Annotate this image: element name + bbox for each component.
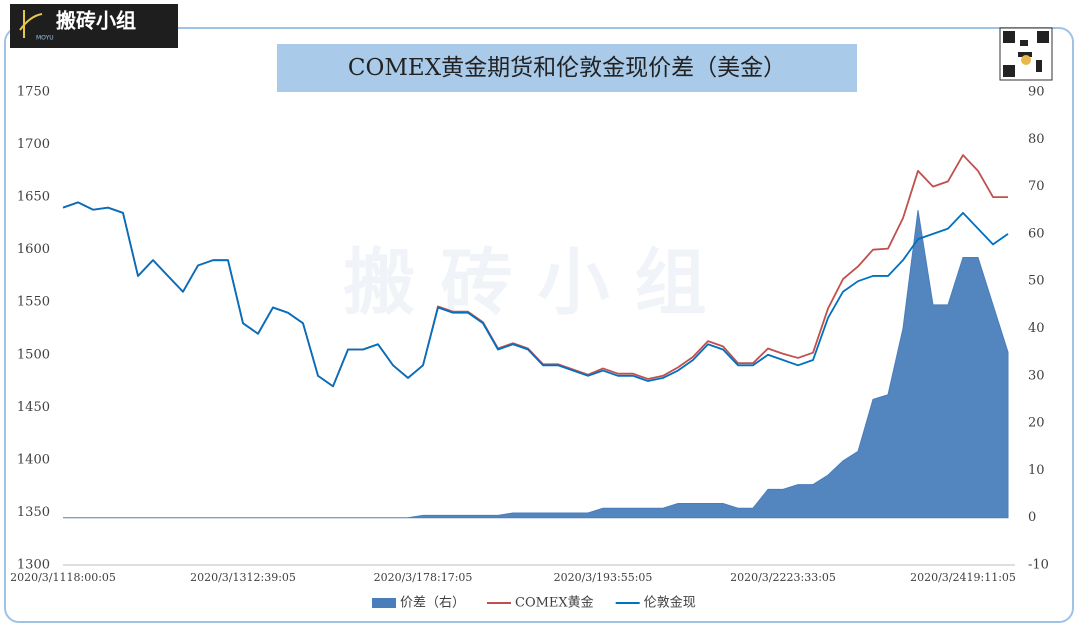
y2-tick-label: 60 xyxy=(1028,226,1045,241)
logo-sub: MOYU xyxy=(36,35,54,42)
x-tick-label: 2020/3/1312:39:05 xyxy=(190,571,296,584)
logo-icon xyxy=(19,10,43,38)
y-tick-label: 1450 xyxy=(17,400,50,415)
y2-tick-label: 50 xyxy=(1028,274,1045,289)
qr-code xyxy=(999,27,1053,81)
y2-tick-label: 40 xyxy=(1028,321,1045,336)
x-tick-label: 2020/3/2419:11:05 xyxy=(910,571,1016,584)
x-tick-label: 2020/3/193:55:05 xyxy=(554,571,653,584)
y-tick-label: 1550 xyxy=(17,295,50,310)
y-tick-label: 1600 xyxy=(17,242,50,257)
legend-swatch xyxy=(372,598,396,608)
legend-label: 价差（右） xyxy=(400,596,465,611)
x-tick-label: 2020/3/1118:00:05 xyxy=(10,571,116,584)
legend-label: COMEX黄金 xyxy=(515,595,594,611)
y-tick-label: 1750 xyxy=(17,85,50,100)
y2-tick-label: 10 xyxy=(1028,463,1045,478)
y2-tick-label: 90 xyxy=(1028,85,1045,100)
y-tick-label: 1300 xyxy=(17,558,50,573)
y-tick-label: 1500 xyxy=(17,347,50,362)
area xyxy=(63,210,1009,519)
y2-tick-label: 0 xyxy=(1028,510,1036,525)
logo-box xyxy=(10,4,178,48)
y2-tick-label: 20 xyxy=(1028,416,1045,431)
chart-title: COMEX黄金期货和伦敦金现价差（美金） xyxy=(348,55,786,81)
title-box xyxy=(277,44,857,92)
x-tick-label: 2020/3/2223:33:05 xyxy=(730,571,836,584)
x-tick-label: 2020/3/178:17:05 xyxy=(374,571,473,584)
y-tick-label: 1650 xyxy=(17,190,50,205)
y-tick-label: 1400 xyxy=(17,452,50,467)
y2-tick-label: -10 xyxy=(1028,558,1049,573)
logo: 搬砖小组 xyxy=(56,9,136,33)
legend-label: 伦敦金现 xyxy=(644,595,696,611)
y-tick-label: 1700 xyxy=(17,137,50,152)
chart-frame xyxy=(4,27,1074,623)
y2-tick-label: 30 xyxy=(1028,368,1045,383)
line xyxy=(62,201,1009,388)
y2-tick-label: 80 xyxy=(1028,132,1045,147)
y-tick-label: 1350 xyxy=(17,505,50,520)
y2-tick-label: 70 xyxy=(1028,179,1045,194)
watermark: 搬 砖 小 组 xyxy=(343,241,706,325)
